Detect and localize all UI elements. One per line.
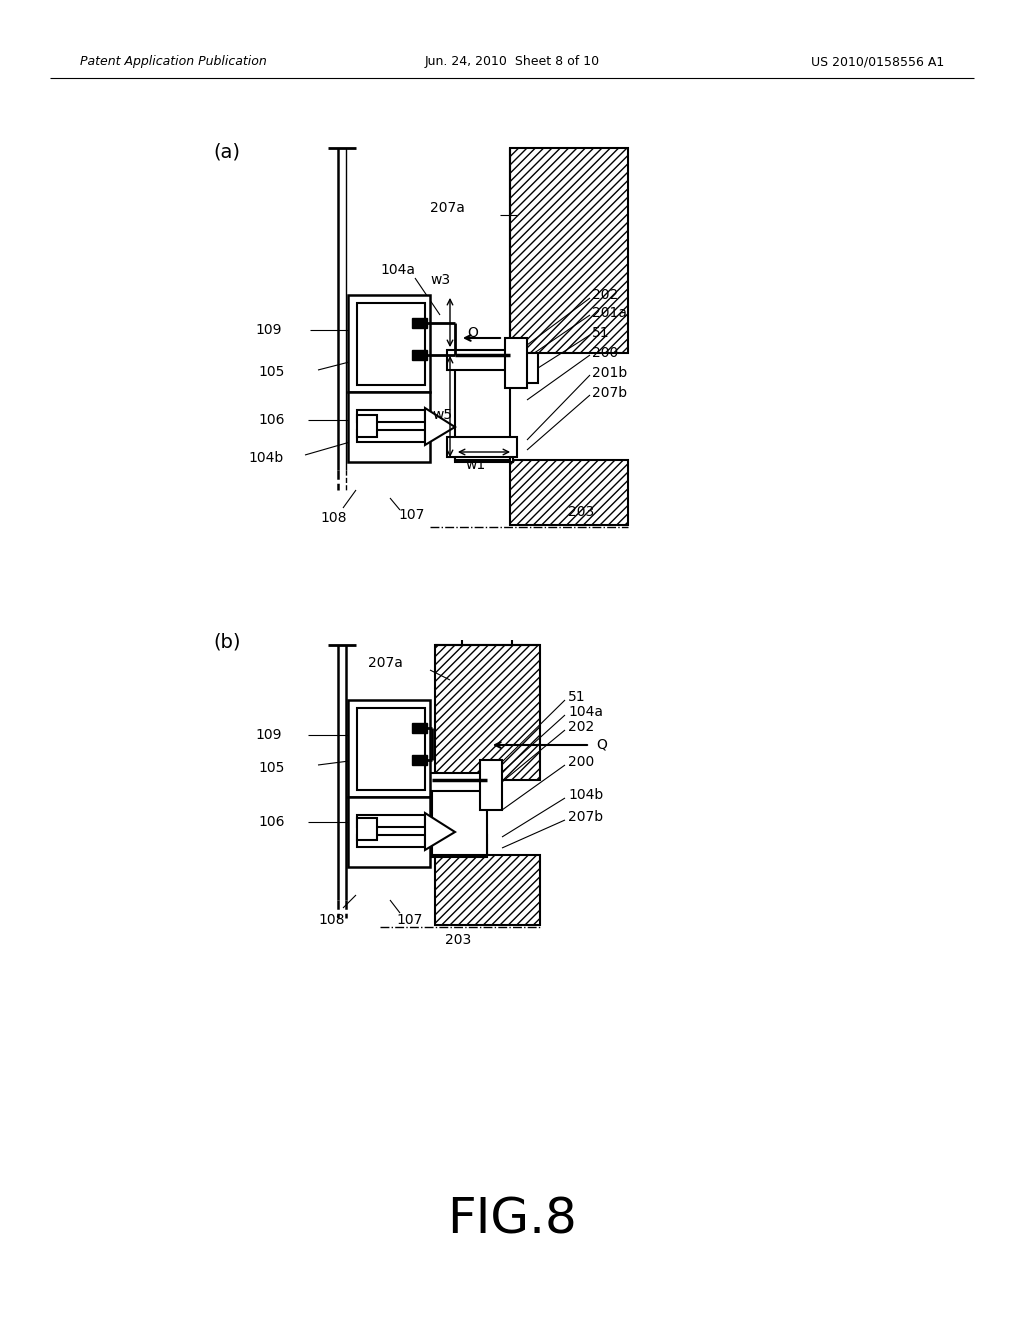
Text: 104a: 104a (380, 263, 415, 277)
Bar (432, 777, 487, 855)
Text: 207a: 207a (368, 656, 402, 671)
Bar (510, 148, 628, 352)
Text: 203: 203 (445, 933, 471, 946)
Text: w5: w5 (432, 408, 453, 422)
Text: (a): (a) (213, 143, 240, 161)
Text: Patent Application Publication: Patent Application Publication (80, 55, 266, 69)
Text: 109: 109 (255, 729, 282, 742)
Bar (412, 318, 427, 327)
Text: 104b: 104b (568, 788, 603, 803)
Bar (357, 836, 425, 847)
Bar (348, 294, 430, 392)
Text: 105: 105 (258, 762, 285, 775)
Text: 51: 51 (592, 326, 609, 341)
Polygon shape (425, 813, 455, 850)
Text: 201a: 201a (592, 306, 627, 319)
Bar (424, 774, 492, 791)
Bar (447, 350, 517, 370)
Text: Q: Q (596, 738, 607, 752)
Text: w3: w3 (430, 273, 451, 286)
Bar (357, 430, 425, 442)
Text: (b): (b) (213, 632, 241, 652)
Text: 108: 108 (318, 913, 344, 927)
Bar (505, 338, 527, 388)
Bar (455, 352, 510, 459)
Bar (357, 304, 425, 385)
Text: 106: 106 (258, 814, 285, 829)
Text: 107: 107 (396, 913, 422, 927)
Text: 203: 203 (568, 506, 594, 519)
Text: 207b: 207b (568, 810, 603, 824)
Text: w1: w1 (465, 458, 485, 473)
Bar (510, 459, 628, 525)
Text: 104a: 104a (568, 705, 603, 719)
Text: 106: 106 (258, 413, 285, 426)
Text: 104b: 104b (248, 451, 284, 465)
Text: 200: 200 (568, 755, 594, 770)
Text: 207a: 207a (430, 201, 465, 215)
Text: 51: 51 (568, 690, 586, 704)
Bar (480, 760, 502, 810)
Bar (412, 350, 427, 360)
Text: 109: 109 (255, 323, 282, 337)
Bar (357, 818, 377, 840)
Text: 207b: 207b (592, 385, 627, 400)
Text: 107: 107 (398, 508, 424, 521)
Bar (432, 836, 487, 857)
Bar (357, 814, 425, 828)
Text: Q: Q (467, 325, 478, 339)
Polygon shape (425, 408, 455, 445)
Bar (357, 414, 377, 437)
Bar (357, 411, 425, 422)
Text: 108: 108 (319, 511, 346, 525)
Bar (412, 755, 427, 766)
Text: 105: 105 (258, 366, 285, 379)
Text: Jun. 24, 2010  Sheet 8 of 10: Jun. 24, 2010 Sheet 8 of 10 (424, 55, 600, 69)
Bar (348, 392, 430, 462)
Text: US 2010/0158556 A1: US 2010/0158556 A1 (811, 55, 944, 69)
Text: 202: 202 (592, 288, 618, 302)
Text: 201b: 201b (592, 366, 628, 380)
Bar (348, 700, 430, 797)
Bar (348, 797, 430, 867)
Text: 200: 200 (592, 346, 618, 360)
Bar (435, 645, 540, 780)
Text: 202: 202 (568, 719, 594, 734)
Bar (455, 440, 513, 462)
Bar (357, 708, 425, 789)
Bar (435, 855, 540, 925)
Text: FIG.8: FIG.8 (447, 1196, 577, 1243)
Bar (510, 352, 538, 383)
Bar (447, 437, 517, 457)
Bar (412, 723, 427, 733)
